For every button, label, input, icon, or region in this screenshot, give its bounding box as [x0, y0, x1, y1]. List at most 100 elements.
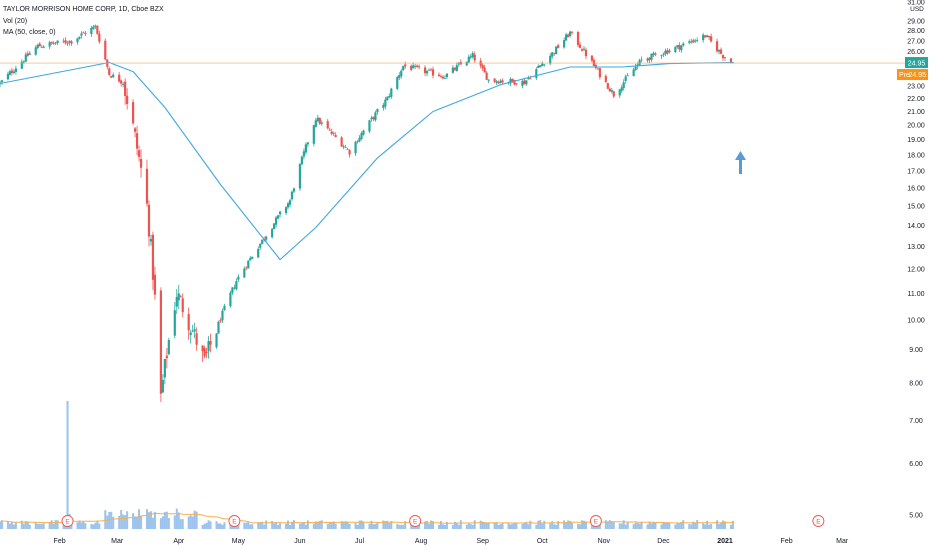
- candle-body: [416, 65, 419, 67]
- candle-body: [690, 41, 693, 43]
- price-tick-label: 9.00: [909, 347, 923, 354]
- candle-body: [265, 236, 268, 240]
- volume-bar: [56, 520, 59, 529]
- volume-bar: [52, 523, 55, 529]
- candle-body: [565, 34, 568, 41]
- volume-bar: [638, 523, 641, 529]
- candle-body: [396, 77, 399, 89]
- candle-body: [570, 31, 574, 33]
- candle-body: [640, 59, 643, 61]
- candle-body: [537, 65, 540, 68]
- volume-bar: [76, 522, 79, 529]
- candle-body: [70, 41, 73, 44]
- volume-bar: [483, 522, 486, 529]
- volume-bar: [14, 522, 17, 529]
- candle-body: [8, 71, 12, 75]
- earnings-marker: E: [812, 515, 825, 527]
- volume-bar: [485, 522, 488, 529]
- candle-body: [523, 80, 526, 85]
- volume-bar: [219, 523, 222, 529]
- candle-body: [451, 67, 454, 73]
- candle-body: [48, 42, 51, 47]
- candle-body: [495, 81, 498, 83]
- earnings-marker-circle: [812, 515, 825, 527]
- candle-body: [402, 65, 405, 71]
- volume-bar: [410, 524, 413, 529]
- volume-bar: [535, 524, 538, 529]
- volume-bar: [70, 522, 73, 529]
- candle-body: [64, 40, 67, 44]
- earnings-marker-label: E: [816, 519, 821, 526]
- candle-body: [521, 81, 524, 86]
- volume-legend[interactable]: Vol (20): [3, 18, 28, 25]
- volume-bar: [428, 523, 431, 529]
- candle-body: [340, 137, 343, 147]
- volume-bar: [493, 522, 496, 529]
- candle-body: [131, 102, 135, 124]
- candle-body: [580, 49, 584, 51]
- volume-bar: [92, 524, 95, 529]
- volume-bar: [674, 524, 677, 529]
- volume-bar: [398, 524, 401, 529]
- price-tick-label: 5.00: [909, 513, 923, 520]
- volume-ma-line: [0, 512, 734, 524]
- volume-bar: [96, 521, 99, 529]
- arrow-head: [735, 151, 746, 160]
- candle-body: [497, 81, 500, 84]
- volume-bar: [541, 523, 544, 529]
- candle-body: [513, 79, 516, 85]
- candle-body: [425, 71, 429, 74]
- candle-body: [229, 292, 232, 307]
- volume-bar: [706, 520, 709, 529]
- candle-body: [332, 132, 335, 134]
- candle-body: [284, 207, 288, 213]
- candle-body: [54, 42, 57, 44]
- candle-body: [682, 43, 685, 46]
- candle-body: [390, 88, 393, 97]
- volume-bar: [539, 520, 542, 529]
- candle-body: [358, 137, 361, 142]
- volume-bar: [98, 523, 101, 529]
- volume-bar: [439, 521, 442, 529]
- ma-legend[interactable]: MA (50, close, 0): [3, 29, 56, 36]
- candle-body: [431, 69, 435, 76]
- price-tick-label: 6.00: [909, 461, 923, 468]
- price-tick-label: 7.00: [909, 418, 923, 425]
- volume-bar: [396, 524, 399, 529]
- volume-bar: [543, 520, 546, 529]
- volume-bar: [237, 523, 240, 529]
- candle-body: [715, 41, 719, 52]
- candle-body: [384, 99, 387, 107]
- candle-body: [370, 117, 373, 120]
- volume-bar: [80, 522, 83, 529]
- symbol-legend[interactable]: TAYLOR MORRISON HOME CORP, 1D, Cboe BZX: [3, 6, 164, 13]
- volume-bar: [580, 520, 583, 529]
- volume-bar: [124, 515, 127, 529]
- candle-body: [719, 49, 723, 54]
- candle-body: [717, 49, 721, 52]
- volume-bar: [10, 521, 13, 529]
- volume-bar: [217, 523, 220, 529]
- volume-bar: [147, 512, 150, 529]
- volume-bar: [285, 523, 288, 529]
- volume-bar: [8, 523, 11, 529]
- volume-bar: [221, 524, 224, 529]
- volume-bar: [710, 524, 713, 529]
- volume-bar: [678, 523, 681, 529]
- candle-body: [455, 65, 458, 71]
- volume-bar: [632, 524, 635, 529]
- price-tick-label: 23.00: [907, 83, 925, 90]
- volume-bar: [205, 522, 208, 529]
- volume-bar: [680, 521, 683, 529]
- volume-bar: [553, 524, 556, 529]
- volume-bar: [84, 523, 87, 529]
- candle-body: [330, 131, 333, 134]
- earnings-marker-label: E: [594, 519, 599, 526]
- volume-bar: [612, 521, 615, 529]
- volume-bar: [610, 521, 613, 529]
- volume-bar: [692, 521, 695, 529]
- time-tick-label: Mar: [836, 538, 849, 545]
- volume-bar: [555, 524, 558, 529]
- volume-bar: [694, 522, 697, 529]
